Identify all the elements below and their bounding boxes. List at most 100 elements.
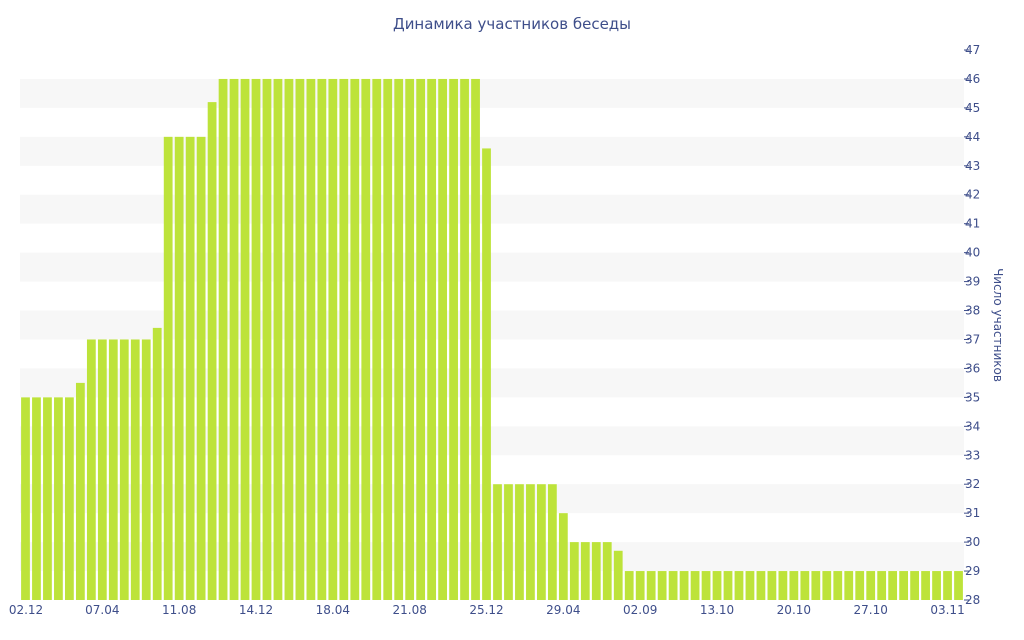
chart-title: Динамика участников беседы: [393, 15, 631, 33]
y-tick-label: 36: [965, 361, 980, 375]
bar: [65, 397, 74, 600]
y-tick-label: 28: [965, 593, 980, 607]
y-tick-label: 34: [965, 419, 980, 433]
x-tick-label: 20.10: [777, 603, 811, 617]
bar: [361, 78, 371, 600]
bar: [866, 571, 876, 600]
bar: [910, 571, 919, 600]
bar: [383, 78, 393, 600]
bar: [800, 571, 810, 600]
bar: [635, 571, 645, 600]
y-tick-label: 30: [965, 535, 980, 549]
y-tick-label: 45: [965, 101, 980, 115]
bar: [921, 571, 930, 600]
x-tick-label: 18.04: [316, 603, 350, 617]
bar: [668, 571, 678, 600]
x-tick-label: 07.04: [85, 603, 119, 617]
grid-band: [20, 78, 964, 108]
grid-band: [20, 194, 964, 224]
bar: [306, 78, 316, 600]
y-tick-label: 33: [965, 448, 980, 462]
bar: [460, 78, 469, 600]
y-axis-ticks: 28 29 30 31 32 33 34 35 36 37 38 39 40 41 42 43 44 45 46 47: [964, 43, 980, 607]
x-tick-label: 14.12: [239, 603, 273, 617]
x-axis-ticks: 02.12 07.04 11.08 14.12 18.04 21.08 25.12 29.04…: [9, 603, 965, 617]
x-tick-label: 11.08: [162, 603, 196, 617]
bar: [833, 571, 843, 600]
bar: [679, 571, 689, 600]
bar: [657, 571, 667, 600]
bar: [504, 484, 513, 600]
bar: [811, 571, 821, 600]
bar: [251, 78, 261, 600]
bar: [877, 571, 887, 600]
bar: [471, 78, 480, 600]
y-tick-label: 31: [965, 506, 980, 520]
y-tick-label: 39: [965, 275, 980, 289]
bar: [493, 484, 502, 600]
bar: [97, 339, 107, 600]
y-tick-label: 44: [965, 130, 980, 144]
bar: [899, 571, 909, 600]
x-tick-label: 25.12: [469, 603, 503, 617]
bar: [449, 78, 458, 600]
bar: [613, 550, 623, 600]
bar: [229, 78, 239, 600]
bar: [119, 339, 129, 600]
y-tick-label: 42: [965, 188, 980, 202]
bar: [207, 102, 217, 601]
bar: [295, 78, 305, 600]
bar: [438, 78, 447, 600]
bar: [789, 571, 799, 600]
bar: [273, 78, 283, 600]
bar: [372, 78, 382, 600]
bar: [624, 571, 634, 600]
bar: [317, 78, 327, 600]
x-tick-label: 29.04: [546, 603, 580, 617]
y-tick-label: 32: [965, 477, 980, 491]
y-tick-label: 37: [965, 332, 980, 346]
bar: [482, 148, 491, 600]
bar: [141, 339, 151, 600]
bar: [756, 571, 766, 600]
bar: [712, 571, 722, 600]
bar: [690, 571, 700, 600]
grid-band: [20, 252, 964, 282]
bar: [646, 571, 656, 600]
y-tick-label: 29: [965, 564, 980, 578]
bar: [855, 571, 865, 600]
bar: [350, 78, 360, 600]
bar: [262, 78, 272, 600]
bar: [943, 571, 952, 600]
bar: [405, 78, 415, 600]
bar: [701, 571, 711, 600]
bar: [954, 571, 963, 600]
bar: [888, 571, 898, 600]
grid-band: [20, 136, 964, 166]
bar: [558, 513, 568, 600]
bar: [580, 542, 590, 600]
bar: [328, 78, 338, 600]
bar: [32, 397, 41, 600]
bar: [152, 327, 162, 600]
bar: [86, 339, 96, 600]
x-tick-label: 13.10: [700, 603, 734, 617]
x-tick-label: 21.08: [392, 603, 426, 617]
bar: [526, 484, 535, 600]
bar: [284, 78, 294, 600]
bar: [734, 571, 744, 600]
x-tick-label: 02.12: [9, 603, 43, 617]
bar: [21, 397, 30, 600]
bar: [844, 571, 854, 600]
bar: [163, 136, 173, 600]
bar: [822, 571, 832, 600]
bar: [745, 571, 755, 600]
bar: [75, 382, 85, 600]
y-tick-label: 41: [965, 217, 980, 231]
bar: [43, 397, 52, 600]
bar: [196, 136, 206, 600]
bar: [130, 339, 140, 600]
y-tick-label: 35: [965, 390, 980, 404]
bar: [547, 484, 557, 600]
